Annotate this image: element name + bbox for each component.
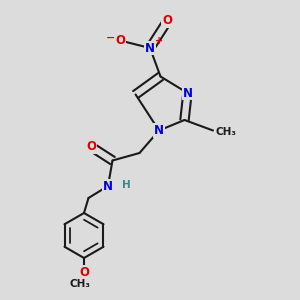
Text: CH₃: CH₃	[216, 127, 237, 137]
Text: O: O	[79, 266, 89, 279]
Text: −: −	[106, 32, 116, 43]
Text: N: N	[182, 86, 193, 100]
Text: O: O	[86, 140, 97, 154]
Text: O: O	[115, 34, 125, 47]
Text: N: N	[145, 41, 155, 55]
Text: N: N	[154, 124, 164, 137]
Text: +: +	[155, 35, 163, 46]
Text: CH₃: CH₃	[69, 279, 90, 289]
Text: H: H	[122, 179, 130, 190]
Text: O: O	[162, 14, 172, 28]
Text: N: N	[103, 179, 113, 193]
